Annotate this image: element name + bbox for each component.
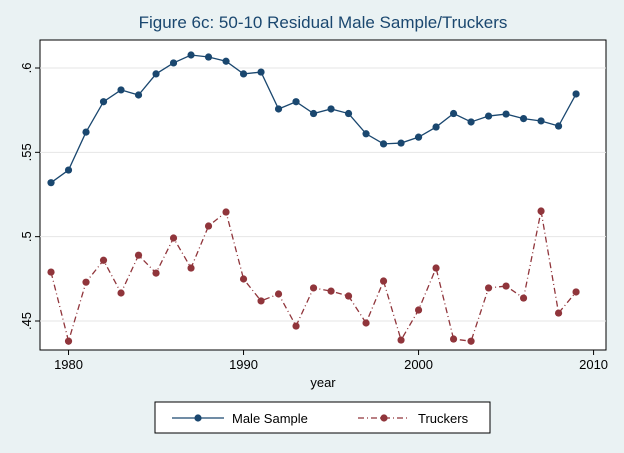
point bbox=[257, 297, 265, 305]
x-tick-label: 2000 bbox=[404, 357, 433, 372]
legend-marker bbox=[380, 414, 388, 422]
point bbox=[82, 128, 90, 136]
point bbox=[47, 268, 55, 276]
point bbox=[414, 133, 423, 141]
point bbox=[397, 139, 405, 147]
point bbox=[362, 319, 370, 327]
point bbox=[379, 140, 388, 148]
point bbox=[169, 234, 178, 242]
point bbox=[537, 117, 545, 125]
point bbox=[502, 110, 510, 118]
point bbox=[519, 294, 528, 302]
point bbox=[397, 336, 405, 344]
x-tick-label: 1980 bbox=[54, 357, 83, 372]
point bbox=[187, 51, 195, 59]
point bbox=[257, 68, 265, 76]
point bbox=[327, 287, 335, 295]
point bbox=[327, 105, 335, 113]
point bbox=[554, 309, 563, 317]
point bbox=[47, 179, 55, 187]
point bbox=[379, 277, 388, 285]
point bbox=[572, 288, 580, 296]
point bbox=[467, 118, 475, 126]
point bbox=[292, 322, 300, 330]
point bbox=[274, 105, 283, 113]
x-axis-label: year bbox=[310, 375, 336, 390]
y-tick-label: .45 bbox=[19, 312, 34, 330]
chart-title: Figure 6c: 50-10 Residual Male Sample/Tr… bbox=[139, 13, 508, 32]
point bbox=[432, 264, 440, 272]
point bbox=[484, 284, 493, 292]
point bbox=[414, 306, 423, 314]
x-tick-label: 2010 bbox=[579, 357, 608, 372]
point bbox=[204, 222, 213, 230]
point bbox=[152, 70, 160, 78]
point bbox=[484, 112, 493, 120]
point bbox=[134, 91, 143, 99]
y-tick-label: .55 bbox=[19, 143, 34, 161]
point bbox=[64, 337, 73, 345]
point bbox=[204, 53, 213, 61]
y-tick-label: .6 bbox=[19, 63, 34, 74]
point bbox=[169, 59, 178, 67]
point bbox=[309, 109, 318, 118]
point bbox=[572, 90, 580, 98]
point bbox=[467, 337, 475, 345]
point bbox=[344, 292, 353, 300]
point bbox=[449, 109, 458, 118]
legend-marker bbox=[194, 414, 202, 422]
point bbox=[432, 123, 440, 131]
point bbox=[99, 256, 108, 264]
point bbox=[362, 130, 370, 138]
point bbox=[222, 57, 230, 65]
plot-area bbox=[39, 39, 607, 351]
point bbox=[152, 269, 160, 277]
point bbox=[239, 275, 248, 283]
point bbox=[64, 166, 73, 174]
point bbox=[554, 122, 563, 130]
point bbox=[82, 278, 90, 286]
point bbox=[309, 284, 318, 292]
x-tick-label: 1990 bbox=[229, 357, 258, 372]
point bbox=[519, 114, 528, 123]
point bbox=[274, 290, 283, 298]
legend-label: Truckers bbox=[418, 411, 469, 426]
point bbox=[537, 207, 545, 215]
point bbox=[344, 109, 353, 118]
point bbox=[117, 289, 125, 297]
point bbox=[99, 98, 108, 106]
point bbox=[222, 208, 230, 216]
point bbox=[449, 335, 458, 343]
legend-label: Male Sample bbox=[232, 411, 308, 426]
y-tick-label: .5 bbox=[19, 231, 34, 242]
point bbox=[117, 86, 125, 94]
point bbox=[187, 264, 195, 272]
point bbox=[239, 70, 248, 78]
point bbox=[134, 251, 143, 259]
point bbox=[502, 282, 510, 290]
point bbox=[292, 98, 300, 106]
